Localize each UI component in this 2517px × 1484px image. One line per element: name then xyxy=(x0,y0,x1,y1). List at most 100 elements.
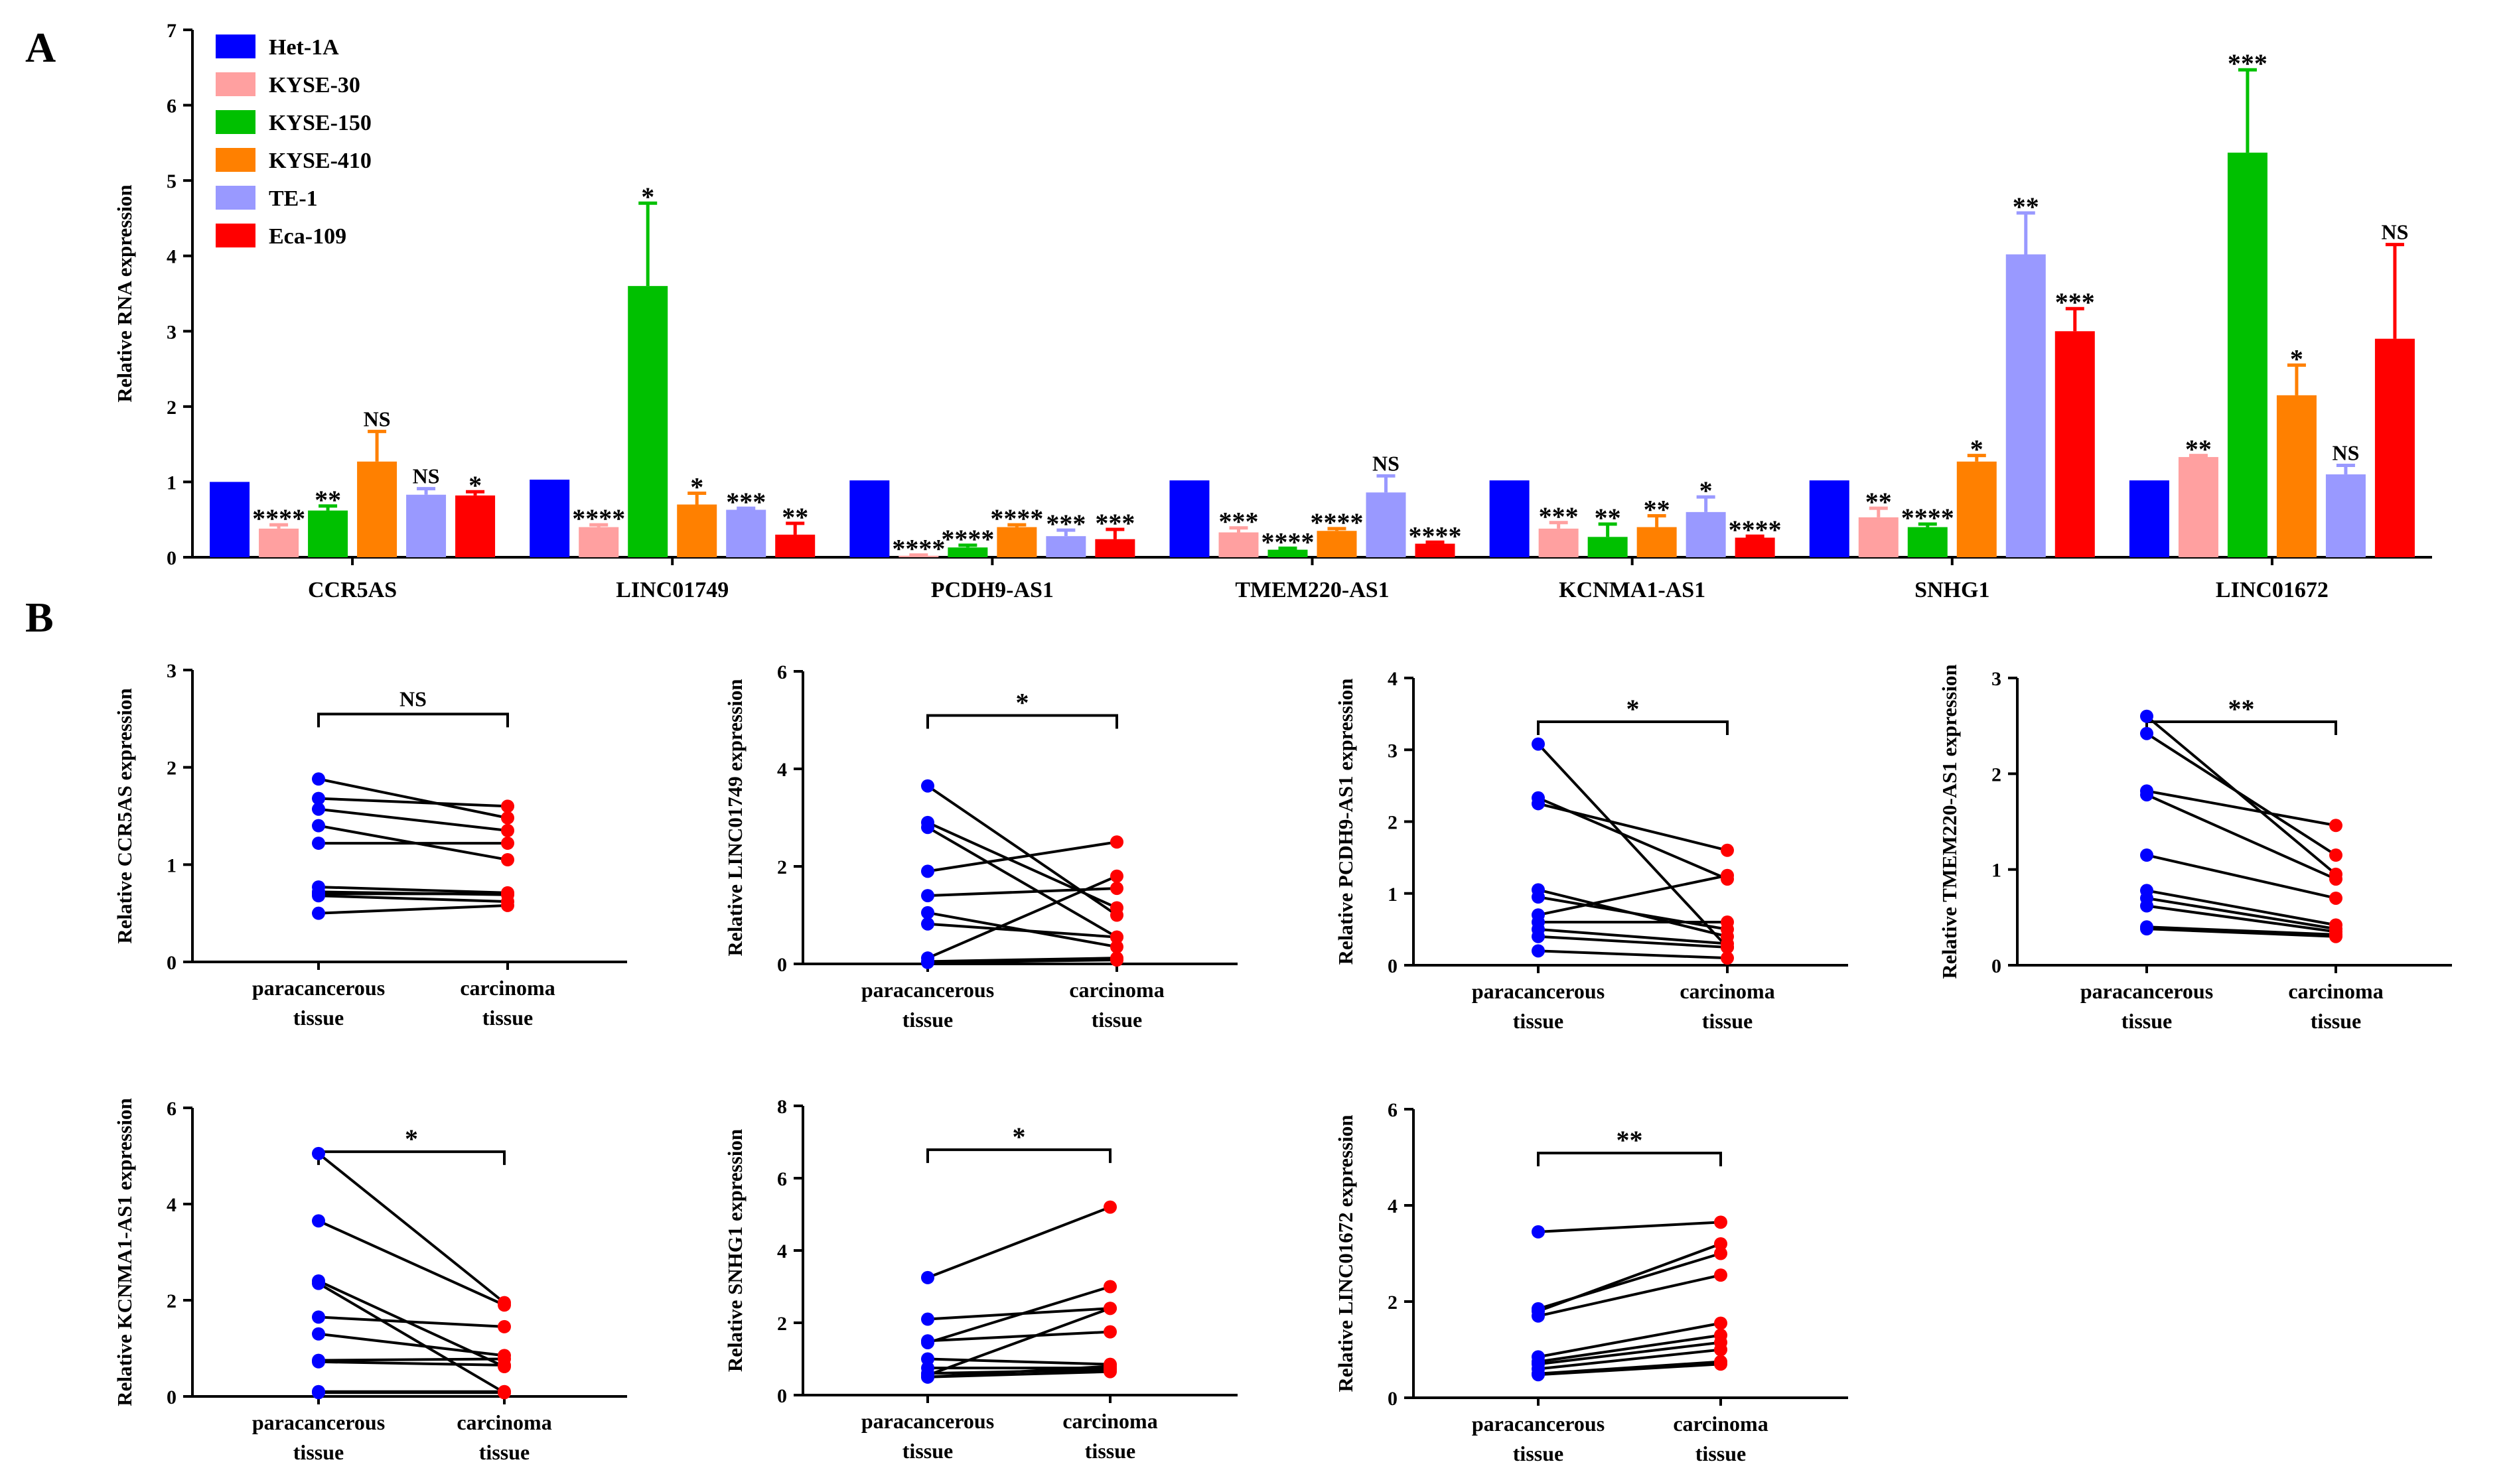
x-group-label: paracancerous tissue xyxy=(252,1410,385,1464)
paracancerous-point xyxy=(312,1276,325,1290)
y-tick-label: 2 xyxy=(167,758,177,779)
x-group-label-line: tissue xyxy=(2311,1009,2361,1033)
y-tick-label: 2 xyxy=(777,856,787,878)
bar xyxy=(2325,474,2366,557)
x-group-label-line: tissue xyxy=(1092,1008,1142,1032)
paired-plot-linc01749: 0 2 4 6 Relative LINC01749 expression paracan… xyxy=(723,661,1238,1032)
bar xyxy=(259,528,299,557)
pair-line xyxy=(1538,896,1728,931)
x-group-label-line: carcinoma xyxy=(1673,1412,1768,1436)
carcinoma-point xyxy=(501,799,514,813)
pair-line xyxy=(1538,1243,1721,1313)
legend-label: KYSE-410 xyxy=(269,149,372,173)
significance-label: * xyxy=(405,1124,418,1154)
y-tick-label: 1 xyxy=(1991,860,2001,882)
bar xyxy=(2178,456,2218,557)
paracancerous-point xyxy=(312,1386,325,1400)
x-group-label: paracancerous tissue xyxy=(1472,1412,1605,1465)
pair-line xyxy=(1538,1321,1721,1359)
carcinoma-point xyxy=(1104,1359,1117,1373)
pair-line xyxy=(926,826,1118,939)
y-tick-label: 4 xyxy=(777,759,787,781)
x-group-label: carcinoma tissue xyxy=(1673,1412,1768,1465)
bar xyxy=(1907,527,1948,557)
paracancerous-point xyxy=(921,821,934,835)
pair-line xyxy=(317,1282,506,1394)
pair-line xyxy=(927,1330,1111,1343)
x-category-label: KCNMA1-AS1 xyxy=(1559,578,1705,602)
significance-label: NS xyxy=(1372,451,1400,475)
x-group-label: paracancerous tissue xyxy=(861,978,994,1032)
paracancerous-point xyxy=(2140,848,2153,862)
significance-label: **** xyxy=(252,504,305,533)
pair-line xyxy=(1538,927,1728,945)
significance-label: NS xyxy=(2332,440,2359,464)
significance-label: ** xyxy=(1644,495,1670,525)
x-group-label-line: carcinoma xyxy=(1069,978,1164,1002)
x-group-label-line: tissue xyxy=(293,1006,344,1030)
paracancerous-point xyxy=(921,906,934,919)
bar xyxy=(997,527,1037,557)
bar xyxy=(1046,536,1086,557)
carcinoma-point xyxy=(1714,1237,1727,1250)
x-group-label-line: tissue xyxy=(902,1008,953,1032)
carcinoma-point xyxy=(501,811,514,825)
y-tick-label: 2 xyxy=(167,397,177,419)
paracancerous-point xyxy=(1532,944,1545,958)
paired-plot-pcdh9-as1: 0 1 2 3 4 Relative PCDH9-AS1 expression paraca… xyxy=(1334,668,1848,1033)
y-tick-label: 1 xyxy=(167,472,177,494)
legend-swatch xyxy=(216,72,255,96)
x-group-label-line: carcinoma xyxy=(457,1410,551,1434)
pair-line xyxy=(927,821,1117,910)
carcinoma-point xyxy=(1714,1343,1727,1357)
pair-line xyxy=(2145,732,2337,856)
paracancerous-point xyxy=(312,772,325,786)
legend-label: KYSE-150 xyxy=(269,111,372,135)
x-group-label-line: paracancerous xyxy=(1472,979,1605,1003)
significance-label: ** xyxy=(1865,487,1892,517)
y-tick-label: 7 xyxy=(167,20,177,42)
pair-line xyxy=(927,1307,1111,1377)
y-tick-label: 0 xyxy=(167,952,177,974)
y-tick-label: 3 xyxy=(167,321,177,343)
y-tick-label: 6 xyxy=(777,1168,787,1190)
paracancerous-point xyxy=(312,1355,325,1369)
x-category-label: CCR5AS xyxy=(308,578,397,602)
significance-label: **** xyxy=(1261,527,1315,557)
carcinoma-point xyxy=(1714,1215,1727,1229)
carcinoma-point xyxy=(1110,940,1123,954)
paracancerous-point xyxy=(1532,1309,1545,1323)
paired-plot-ccr5as: 0 1 2 3 Relative CCR5AS expression paracancer… xyxy=(113,660,627,1030)
pair-line xyxy=(927,1357,1111,1366)
paracancerous-point xyxy=(1532,1225,1545,1239)
bar xyxy=(406,494,447,557)
pair-line xyxy=(1538,1363,1721,1377)
bar xyxy=(1538,528,1579,557)
bar xyxy=(1169,480,1210,557)
bar xyxy=(357,461,397,557)
y-tick-label: 2 xyxy=(1388,812,1398,834)
carcinoma-point xyxy=(1714,1247,1727,1260)
bar xyxy=(1489,480,1530,557)
significance-label: **** xyxy=(990,504,1043,533)
paracancerous-point xyxy=(921,955,934,969)
y-tick-label: 1 xyxy=(1388,884,1398,906)
carcinoma-point xyxy=(501,898,514,912)
legend-swatch xyxy=(216,186,255,210)
x-group-label-line: paracancerous xyxy=(252,976,385,1000)
significance-label: * xyxy=(1970,435,1983,464)
significance-label: NS xyxy=(2381,220,2408,244)
bar xyxy=(2054,331,2095,557)
bar xyxy=(455,495,496,557)
y-tick-label: 0 xyxy=(1991,955,2001,977)
paracancerous-point xyxy=(1532,890,1545,904)
bar xyxy=(1809,480,1849,557)
pair-line xyxy=(318,1315,505,1328)
carcinoma-point xyxy=(1721,951,1734,965)
paracancerous-point xyxy=(312,889,325,903)
y-tick-label: 3 xyxy=(1991,668,2001,690)
significance-label: * xyxy=(690,472,703,502)
pair-line xyxy=(318,886,508,894)
